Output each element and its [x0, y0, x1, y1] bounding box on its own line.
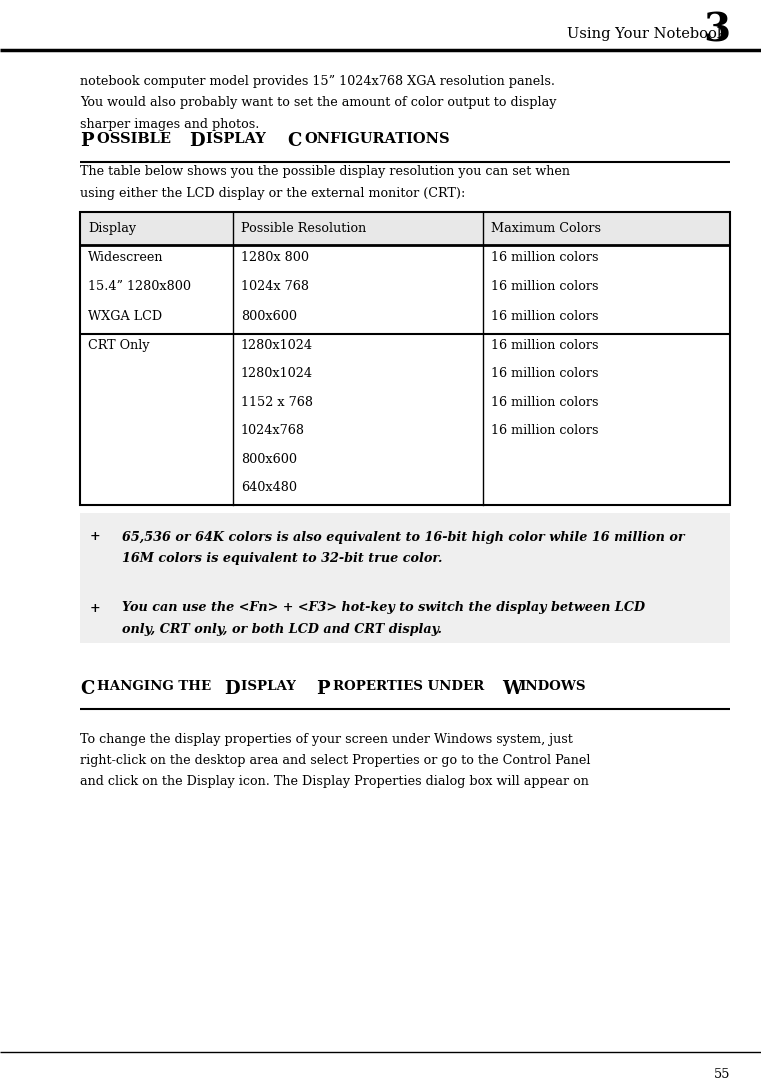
Text: +: +: [90, 602, 100, 615]
Text: 1280x1024: 1280x1024: [240, 339, 313, 352]
Text: You can use the <Fn> + <F3> hot-key to switch the display between LCD: You can use the <Fn> + <F3> hot-key to s…: [122, 602, 645, 615]
Text: 1280x1024: 1280x1024: [240, 367, 313, 380]
Text: notebook computer model provides 15” 1024x768 XGA resolution panels.: notebook computer model provides 15” 102…: [80, 75, 555, 87]
Text: ROPERTIES UNDER: ROPERTIES UNDER: [333, 680, 489, 693]
Text: To change the display properties of your screen under Windows system, just: To change the display properties of your…: [80, 732, 573, 745]
Text: ISPLAY: ISPLAY: [206, 132, 271, 146]
Text: 800x600: 800x600: [240, 310, 297, 323]
Text: 65,536 or 64K colors is also equivalent to 16-bit high color while 16 million or: 65,536 or 64K colors is also equivalent …: [122, 530, 685, 543]
Text: P: P: [316, 680, 330, 699]
Text: 1024x 768: 1024x 768: [240, 281, 309, 294]
Bar: [80, 513, 730, 643]
Text: 55: 55: [714, 1068, 730, 1080]
Text: Display: Display: [88, 222, 136, 235]
Text: +: +: [90, 530, 100, 543]
Text: 1152 x 768: 1152 x 768: [240, 396, 313, 409]
Text: 16 million colors: 16 million colors: [491, 251, 598, 264]
Text: W: W: [502, 680, 523, 699]
Text: OSSIBLE: OSSIBLE: [97, 132, 176, 146]
Text: 16 million colors: 16 million colors: [491, 424, 598, 437]
Text: D: D: [189, 132, 205, 150]
Text: Maximum Colors: Maximum Colors: [491, 222, 601, 235]
Text: C: C: [80, 680, 94, 699]
Text: 16 million colors: 16 million colors: [491, 339, 598, 352]
Text: CRT Only: CRT Only: [88, 339, 150, 352]
Text: right-click on the desktop area and select Properties or go to the Control Panel: right-click on the desktop area and sele…: [80, 754, 591, 767]
Text: 1024x768: 1024x768: [240, 424, 304, 437]
Text: 16 million colors: 16 million colors: [491, 310, 598, 323]
Text: only, CRT only, or both LCD and CRT display.: only, CRT only, or both LCD and CRT disp…: [122, 623, 442, 636]
Text: 16 million colors: 16 million colors: [491, 281, 598, 294]
Text: 3: 3: [703, 12, 730, 50]
Text: The table below shows you the possible display resolution you can set when: The table below shows you the possible d…: [80, 165, 570, 178]
Text: P: P: [80, 132, 94, 150]
Bar: [80, 212, 730, 504]
Text: 640x480: 640x480: [240, 482, 297, 495]
Text: INDOWS: INDOWS: [520, 680, 586, 693]
Text: and click on the Display icon. The Display Properties dialog box will appear on: and click on the Display icon. The Displ…: [80, 775, 589, 788]
Text: using either the LCD display or the external monitor (CRT):: using either the LCD display or the exte…: [80, 187, 466, 200]
Text: WXGA LCD: WXGA LCD: [88, 310, 162, 323]
Text: Possible Resolution: Possible Resolution: [240, 222, 366, 235]
Bar: [80, 212, 730, 245]
Text: C: C: [287, 132, 301, 150]
Text: ONFIGURATIONS: ONFIGURATIONS: [304, 132, 450, 146]
Text: 16 million colors: 16 million colors: [491, 367, 598, 380]
Text: You would also probably want to set the amount of color output to display: You would also probably want to set the …: [80, 96, 556, 109]
Text: HANGING THE: HANGING THE: [97, 680, 215, 693]
Text: ISPLAY: ISPLAY: [241, 680, 301, 693]
Text: 16M colors is equivalent to 32-bit true color.: 16M colors is equivalent to 32-bit true …: [122, 552, 442, 565]
Text: D: D: [224, 680, 240, 699]
Text: 16 million colors: 16 million colors: [491, 396, 598, 409]
Text: 15.4” 1280x800: 15.4” 1280x800: [88, 281, 191, 294]
Text: 1280x 800: 1280x 800: [240, 251, 309, 264]
Text: Widescreen: Widescreen: [88, 251, 164, 264]
Text: Using Your Notebook: Using Your Notebook: [567, 27, 730, 41]
Text: sharper images and photos.: sharper images and photos.: [80, 118, 260, 131]
Text: 800x600: 800x600: [240, 453, 297, 465]
